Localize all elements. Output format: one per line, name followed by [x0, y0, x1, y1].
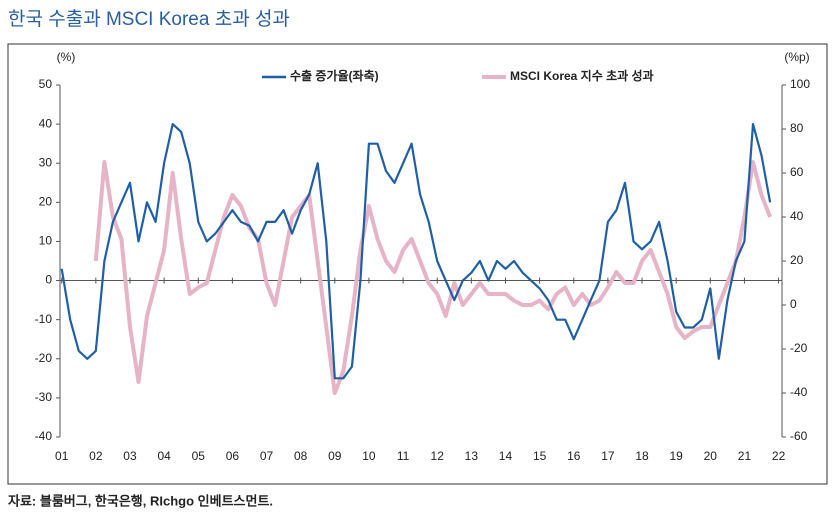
y2-tick-label: 0 — [790, 297, 797, 311]
y-tick-label: -30 — [35, 390, 53, 404]
chart-title: 한국 수출과 MSCI Korea 초과 성과 — [8, 8, 290, 30]
x-tick-label: 12 — [431, 449, 445, 463]
x-tick-label: 09 — [328, 449, 342, 463]
y2-tick-label: -60 — [790, 429, 808, 443]
x-tick-label: 01 — [55, 449, 69, 463]
x-tick-label: 06 — [226, 449, 240, 463]
x-tick-label: 02 — [89, 449, 103, 463]
x-tick-label: 10 — [362, 449, 376, 463]
x-tick-label: 11 — [397, 449, 410, 463]
y-tick-label: 50 — [39, 77, 53, 91]
y2-axis-label: (%p) — [784, 50, 809, 64]
series-line — [60, 123, 772, 380]
x-tick-label: 15 — [533, 449, 547, 463]
y-tick-label: 0 — [45, 273, 52, 287]
y2-tick-label: 60 — [790, 165, 804, 179]
x-tick-label: 16 — [567, 449, 581, 463]
chart-frame — [7, 43, 828, 485]
y-tick-label: -40 — [35, 429, 53, 443]
x-tick-label: 18 — [635, 449, 649, 463]
y-tick-label: -20 — [35, 351, 53, 365]
x-tick-label: 07 — [260, 449, 274, 463]
y-axis-label: (%) — [57, 50, 76, 64]
y-tick-label: 40 — [39, 116, 53, 130]
x-tick-label: 21 — [738, 449, 752, 463]
y2-tick-label: 80 — [790, 121, 804, 135]
y2-tick-label: -40 — [790, 385, 808, 399]
legend-label: MSCI Korea 지수 초과 성과 — [510, 68, 654, 83]
x-tick-label: 04 — [157, 449, 171, 463]
y2-tick-label: 40 — [790, 209, 804, 223]
y-tick-label: 20 — [39, 195, 53, 209]
y-tick-label: 30 — [39, 155, 53, 169]
series-line — [93, 160, 772, 395]
x-tick-label: 14 — [499, 449, 513, 463]
y2-tick-label: 20 — [790, 253, 804, 267]
x-tick-label: 13 — [465, 449, 479, 463]
x-tick-label: 05 — [192, 449, 206, 463]
x-tick-label: 08 — [294, 449, 308, 463]
y2-tick-label: 100 — [790, 77, 810, 91]
y-tick-label: 10 — [39, 234, 53, 248]
y-tick-label: -10 — [35, 312, 53, 326]
x-tick-label: 19 — [669, 449, 683, 463]
x-tick-label: 17 — [601, 449, 615, 463]
legend-label: 수출 증가율(좌축) — [290, 68, 379, 83]
y2-tick-label: -20 — [790, 341, 808, 355]
source-note: 자료: 블룸버그, 한국은행, RIchgo 인베트스먼트. — [8, 493, 273, 508]
x-tick-label: 20 — [704, 449, 718, 463]
x-tick-label: 22 — [772, 449, 786, 463]
x-tick-label: 03 — [123, 449, 137, 463]
